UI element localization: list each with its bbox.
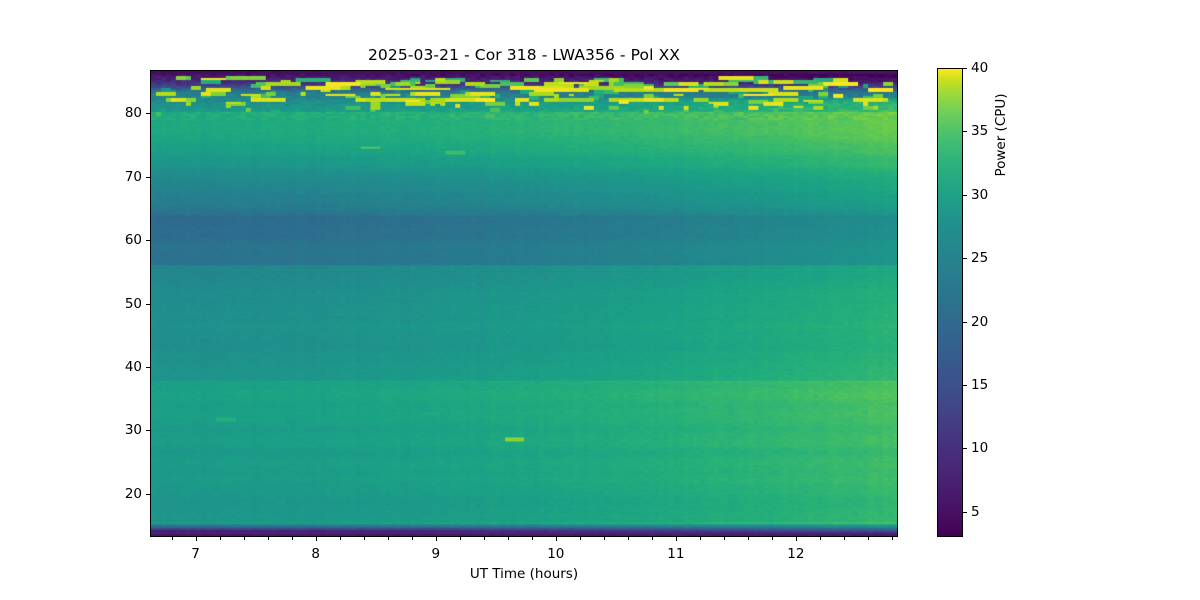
- colorbar-tick: [963, 131, 967, 133]
- x-minor-tick: [844, 537, 846, 540]
- x-minor-tick: [267, 537, 269, 540]
- y-tick-label: 50: [124, 295, 142, 312]
- y-tick-label: 70: [124, 168, 142, 185]
- x-minor-tick: [747, 537, 749, 540]
- colorbar-tick: [963, 511, 967, 513]
- colorbar-tick-label: 5: [971, 503, 980, 520]
- colorbar-tick-label: 40: [971, 60, 989, 76]
- y-tick-label: 40: [124, 359, 142, 375]
- x-minor-tick: [820, 537, 822, 540]
- x-minor-tick: [339, 537, 341, 540]
- x-minor-tick: [459, 537, 461, 540]
- x-tick: [435, 537, 437, 541]
- x-minor-tick: [603, 537, 605, 540]
- y-tick: [146, 430, 150, 432]
- x-minor-tick: [868, 537, 870, 540]
- colorbar-tick: [963, 194, 967, 196]
- x-minor-tick: [651, 537, 653, 540]
- colorbar-tick-label: 20: [971, 313, 989, 330]
- x-axis-ticks: [150, 537, 898, 543]
- colorbar-tick: [963, 448, 967, 450]
- x-tick: [195, 537, 197, 541]
- colorbar-tick: [963, 68, 967, 70]
- x-tick: [675, 537, 677, 541]
- x-tick-label: 12: [787, 546, 805, 562]
- x-minor-tick: [291, 537, 293, 540]
- y-tick-label: 20: [124, 485, 142, 502]
- colorbar-tick: [963, 258, 967, 260]
- x-tick: [315, 537, 317, 541]
- x-minor-tick: [699, 537, 701, 540]
- spectrogram-axes: [150, 70, 898, 537]
- y-tick: [146, 303, 150, 305]
- y-tick-label: 80: [124, 105, 142, 122]
- colorbar-tick: [963, 384, 967, 386]
- colorbar-tick-label: 15: [971, 376, 989, 393]
- x-tick: [555, 537, 557, 541]
- x-minor-tick: [219, 537, 221, 540]
- x-axis-ticklabels: 7 8 9 10 11 12: [150, 546, 898, 566]
- colorbar-tick-label: 35: [971, 123, 989, 140]
- y-tick-label: 60: [124, 232, 142, 248]
- y-tick: [146, 113, 150, 115]
- colorbar-gradient: [937, 68, 963, 537]
- colorbar-tick-label: 25: [971, 250, 989, 267]
- x-tick: [795, 537, 797, 541]
- y-tick: [146, 493, 150, 495]
- y-tick: [146, 176, 150, 178]
- x-minor-tick: [411, 537, 413, 540]
- x-minor-tick: [579, 537, 581, 540]
- y-axis-ticklabels: 20 30 40 50 60 70 80: [96, 70, 142, 537]
- page-title: 2025-03-21 - Cor 318 - LWA356 - Pol XX: [367, 46, 681, 64]
- colorbar-tick-label: 30: [971, 186, 989, 203]
- colorbar-tick: [963, 321, 967, 323]
- x-minor-tick: [363, 537, 365, 540]
- x-minor-tick: [171, 537, 173, 540]
- x-minor-tick: [243, 537, 245, 540]
- colorbar-tick-label: 10: [971, 440, 989, 457]
- x-tick-label: 10: [547, 546, 565, 562]
- colorbar-label: Power (CPU): [993, 93, 1009, 177]
- x-tick-label: 11: [667, 546, 685, 562]
- x-minor-tick: [723, 537, 725, 540]
- y-tick: [146, 367, 150, 369]
- x-tick-label: 7: [191, 546, 200, 562]
- x-tick-label: 9: [431, 546, 441, 562]
- y-tick: [146, 240, 150, 242]
- x-minor-tick: [627, 537, 629, 540]
- x-minor-tick: [507, 537, 509, 540]
- x-minor-tick: [531, 537, 533, 540]
- x-minor-tick: [892, 537, 894, 540]
- x-axis-label: UT Time (hours): [469, 566, 579, 582]
- x-minor-tick: [483, 537, 485, 540]
- spectrogram-heatmap: [151, 71, 897, 536]
- x-minor-tick: [771, 537, 773, 540]
- x-tick-label: 8: [311, 546, 320, 562]
- x-minor-tick: [387, 537, 389, 540]
- y-tick-label: 30: [124, 422, 142, 439]
